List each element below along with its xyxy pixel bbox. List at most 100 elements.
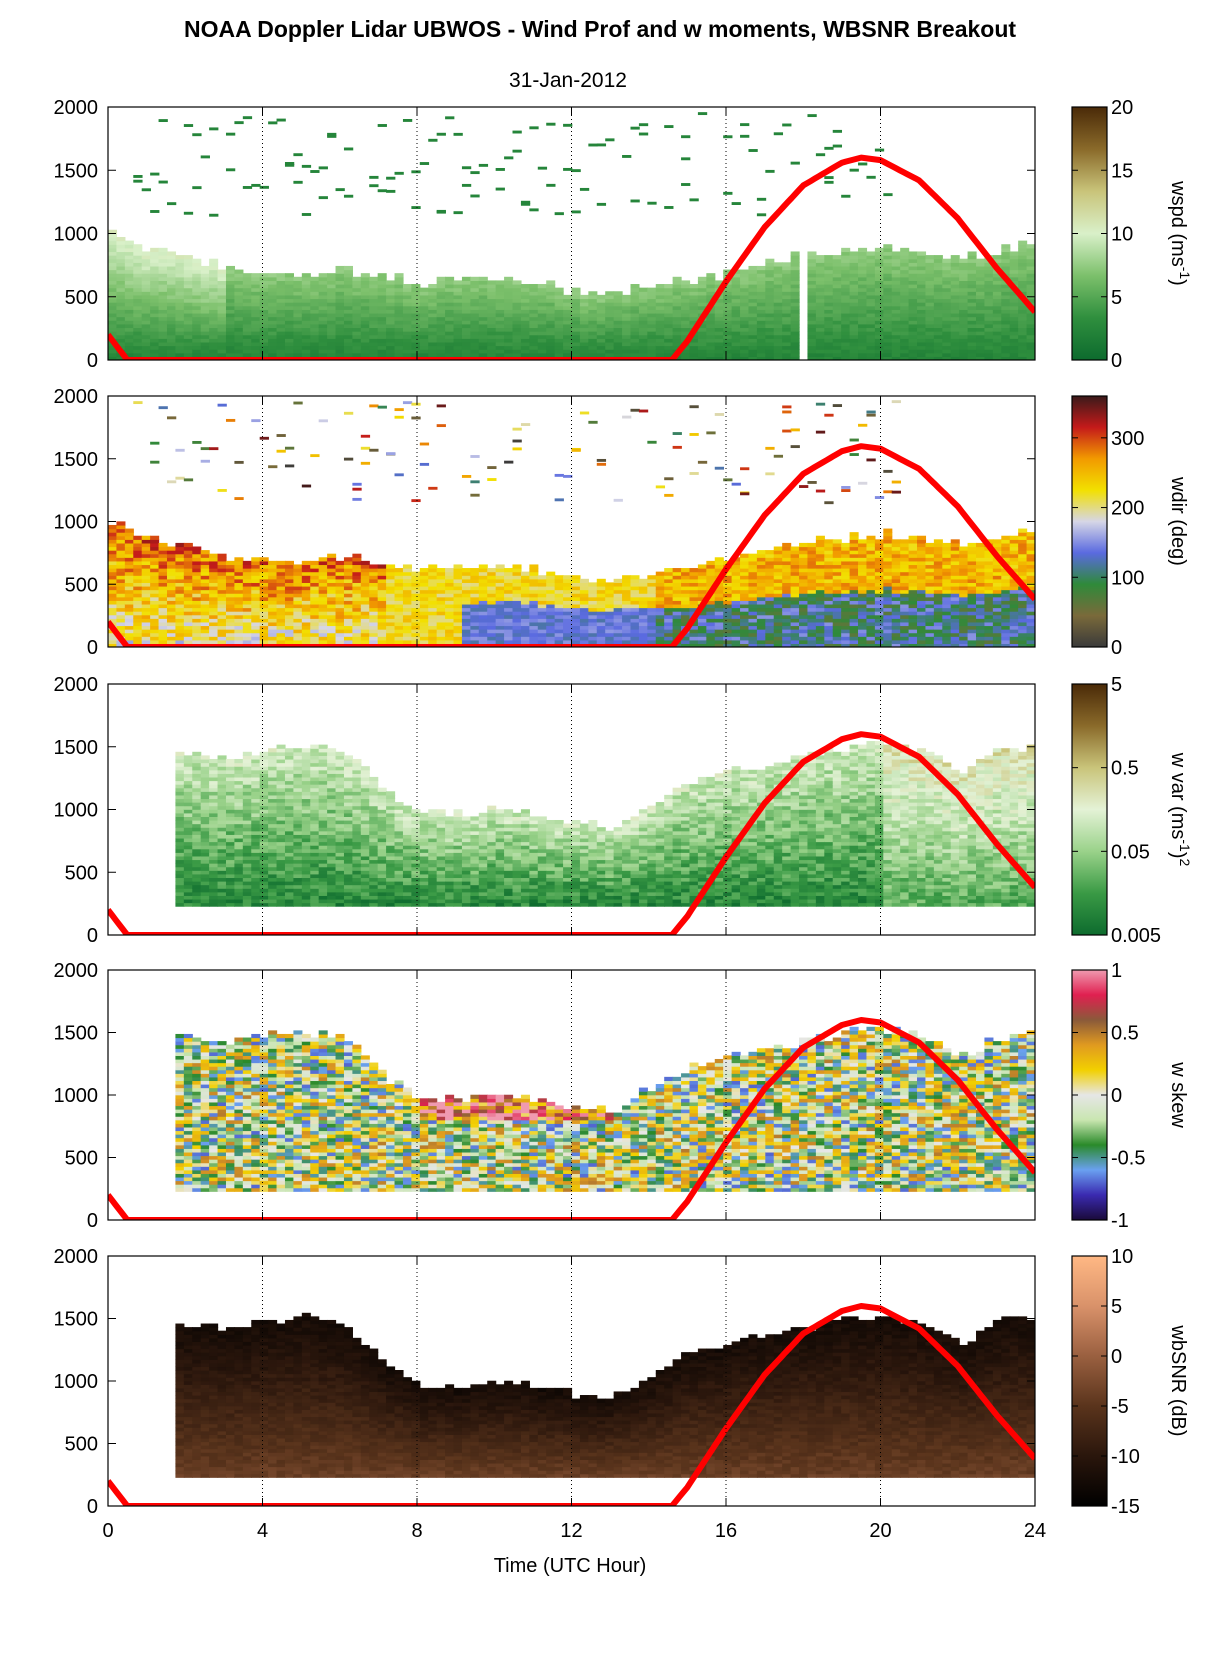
heatmap-cell — [697, 593, 707, 598]
heatmap-cell — [807, 287, 817, 292]
heatmap-cell — [588, 338, 598, 343]
heatmap-cell — [461, 571, 471, 576]
heatmap-cell — [352, 349, 362, 354]
heatmap-cell — [402, 320, 412, 325]
heatmap-cell — [461, 614, 471, 619]
heatmap-cell — [537, 600, 547, 605]
heatmap-cell — [765, 262, 775, 267]
heatmap-cell — [343, 352, 353, 357]
heatmap-cell — [596, 352, 606, 357]
heatmap-cell — [1026, 255, 1035, 260]
heatmap-cell — [284, 614, 294, 619]
heatmap-cell — [318, 564, 328, 569]
heatmap-cell — [900, 334, 910, 339]
heatmap-cell — [664, 125, 674, 129]
heatmap-cell — [1001, 302, 1011, 307]
heatmap-cell — [782, 331, 792, 336]
heatmap-cell — [883, 287, 893, 292]
heatmap-cell — [689, 341, 699, 347]
heatmap-cell — [773, 632, 783, 637]
heatmap-cell — [192, 568, 202, 573]
heatmap-cell — [790, 302, 800, 307]
heatmap-cell — [748, 298, 758, 303]
heatmap-cell — [327, 312, 337, 318]
heatmap-cell — [537, 625, 547, 630]
heatmap-cell — [782, 265, 792, 271]
heatmap-cell — [908, 316, 918, 321]
heatmap-cell — [377, 189, 387, 193]
heatmap-cell — [672, 445, 682, 449]
heatmap-cell — [377, 629, 387, 634]
heatmap-cell — [891, 294, 901, 300]
heatmap-cell — [815, 352, 825, 357]
heatmap-cell — [967, 276, 977, 282]
heatmap-cell — [386, 316, 396, 321]
heatmap-cell — [158, 287, 168, 292]
heatmap-cell — [352, 334, 362, 339]
heatmap-cell — [360, 607, 370, 612]
heatmap-cell — [268, 603, 278, 609]
heatmap-cell — [495, 589, 505, 594]
heatmap-cell — [1018, 251, 1028, 256]
heatmap-cell — [301, 582, 311, 587]
heatmap-cell — [520, 589, 530, 594]
heatmap-cell — [942, 265, 952, 271]
heatmap-cell — [765, 309, 775, 314]
heatmap-cell — [900, 312, 910, 318]
heatmap-cell — [546, 280, 556, 285]
heatmap-cell — [537, 629, 547, 634]
heatmap-cell — [520, 200, 531, 204]
heatmap-cell — [141, 284, 151, 289]
heatmap-cell — [487, 280, 497, 285]
heatmap-cell — [773, 593, 783, 598]
heatmap-cell — [756, 618, 766, 623]
heatmap-cell — [108, 244, 118, 249]
heatmap-cell — [470, 493, 480, 497]
heatmap-cell — [588, 636, 598, 641]
heatmap-cell — [209, 345, 219, 350]
heatmap-cell — [858, 316, 868, 321]
heatmap-cell — [1018, 244, 1028, 249]
heatmap-cell — [284, 320, 294, 325]
heatmap-cell — [681, 643, 691, 647]
heatmap-cell — [638, 585, 648, 591]
heatmap-cell — [824, 298, 834, 303]
heatmap-cell — [664, 607, 674, 612]
heatmap-cell — [200, 557, 210, 562]
heatmap-cell — [841, 323, 851, 329]
heatmap-cell — [697, 643, 707, 647]
heatmap-cell — [664, 571, 674, 576]
heatmap-cell — [192, 262, 202, 267]
heatmap-cell — [925, 345, 935, 350]
heatmap-cell — [596, 316, 606, 321]
heatmap-cell — [579, 352, 589, 357]
heatmap-cell — [588, 618, 598, 623]
heatmap-cell — [192, 287, 202, 292]
heatmap-cell — [386, 320, 396, 325]
heatmap-cell — [293, 287, 303, 292]
heatmap-cell — [782, 639, 792, 645]
heatmap-cell — [748, 575, 758, 580]
heatmap-cell — [150, 546, 160, 551]
heatmap-cell — [343, 280, 353, 285]
heatmap-cell — [681, 183, 691, 186]
heatmap-cell — [512, 149, 522, 153]
heatmap-cell — [343, 316, 353, 321]
heatmap-cell — [200, 280, 210, 285]
heatmap-cell — [849, 298, 859, 303]
heatmap-cell — [150, 636, 160, 641]
heatmap-cell — [242, 294, 252, 300]
heatmap-cell — [478, 632, 488, 637]
heatmap-cell — [268, 287, 278, 292]
heatmap-cell — [731, 302, 741, 307]
heatmap-cell — [866, 316, 876, 321]
heatmap-cell — [655, 636, 665, 641]
heatmap-cell — [225, 632, 236, 637]
heatmap-cell — [318, 291, 328, 296]
heatmap-cell — [622, 320, 632, 325]
heatmap-cell — [731, 611, 741, 616]
heatmap-cell — [225, 578, 236, 583]
heatmap-cell — [318, 419, 328, 423]
heatmap-cell — [276, 294, 286, 300]
heatmap-cell — [386, 582, 396, 587]
